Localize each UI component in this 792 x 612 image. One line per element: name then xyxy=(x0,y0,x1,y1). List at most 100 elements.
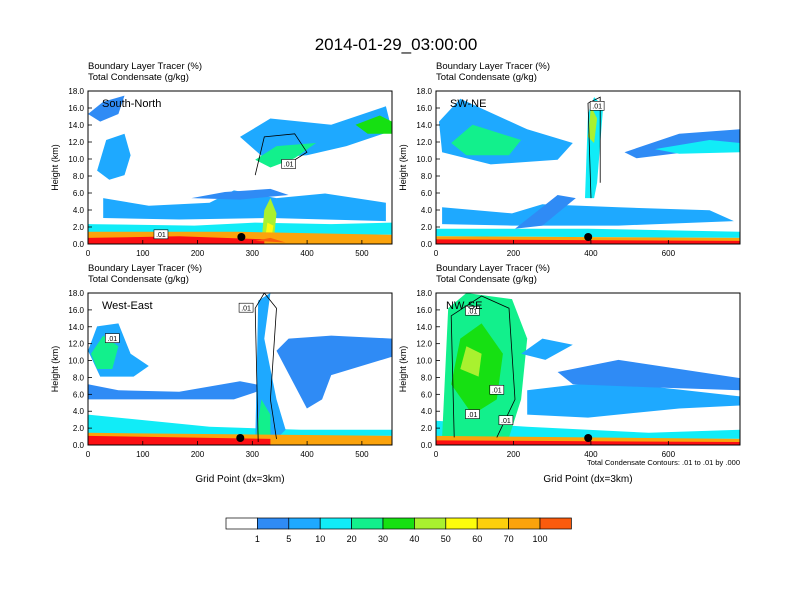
y-tick-label: 14.0 xyxy=(416,121,432,130)
colorbar-swatch xyxy=(225,517,258,530)
field-label: Boundary Layer Tracer (%) xyxy=(436,263,550,274)
y-tick-label: 10.0 xyxy=(416,357,432,366)
condensate-contour xyxy=(587,96,601,199)
shaded-region xyxy=(103,190,386,222)
shaded-region xyxy=(527,381,740,418)
shaded-region xyxy=(88,95,125,122)
field-shading: .01 .01 .01 .01 xyxy=(436,293,740,445)
y-tick-label: 4.0 xyxy=(421,206,433,215)
colorbar-swatch xyxy=(382,517,415,530)
shaded-region xyxy=(521,338,573,360)
colorbar: 1 5 10 20 30 40 50 60 70 100 xyxy=(225,517,572,544)
contour-label-box xyxy=(153,229,169,240)
shaded-region xyxy=(436,420,740,439)
field-label: Boundary Layer Tracer (%) xyxy=(436,61,550,72)
x-tick-label: 300 xyxy=(246,249,260,258)
plot-frame xyxy=(87,292,393,446)
panel-nw-se: Boundary Layer Tracer (%)Total Condensat… xyxy=(398,263,741,485)
shaded-region xyxy=(654,140,740,154)
colorbar-label: 1 xyxy=(255,534,260,544)
field-label: Boundary Layer Tracer (%) xyxy=(88,263,202,274)
x-tick-label: 400 xyxy=(300,450,314,459)
y-tick-label: 10.0 xyxy=(68,357,84,366)
x-tick-label: 0 xyxy=(434,249,439,258)
y-tick-label: 4.0 xyxy=(73,407,85,416)
y-tick-label: 10.0 xyxy=(68,155,84,164)
y-axis-title: Height (km) xyxy=(398,144,408,191)
shaded-region xyxy=(436,440,740,445)
shaded-region xyxy=(191,188,289,200)
figure-title: 2014-01-29_03:00:00 xyxy=(315,35,478,54)
contour-label: .01 xyxy=(592,104,602,111)
colorbar-swatch xyxy=(445,517,478,530)
shaded-region xyxy=(240,106,392,159)
x-tick-label: 500 xyxy=(355,249,369,258)
colorbar-swatch xyxy=(351,517,384,530)
colorbar-swatch xyxy=(508,517,541,530)
x-tick-label: 0 xyxy=(86,450,91,459)
y-tick-label: 2.0 xyxy=(73,424,85,433)
y-tick-label: 18.0 xyxy=(68,289,84,298)
shaded-region xyxy=(255,399,271,445)
contour-label: .01 xyxy=(107,336,117,343)
contour-label: .01 xyxy=(284,162,294,169)
colorbar-label: 40 xyxy=(409,534,419,544)
y-axis-title: Height (km) xyxy=(50,346,60,393)
contour-label: .01 xyxy=(468,412,478,419)
cross-section-label: West-East xyxy=(102,300,153,312)
x-tick-label: 200 xyxy=(507,249,521,258)
x-tick-label: 400 xyxy=(584,450,598,459)
location-marker xyxy=(584,434,593,442)
plot-frame xyxy=(435,90,741,245)
colorbar-label: 10 xyxy=(315,534,325,544)
colorbar-label: 100 xyxy=(532,534,547,544)
shaded-region xyxy=(88,236,265,244)
shaded-region xyxy=(255,143,316,168)
y-axis-title: Height (km) xyxy=(398,346,408,393)
field-label: Boundary Layer Tracer (%) xyxy=(88,61,202,72)
colorbar-swatch xyxy=(476,517,509,530)
y-tick-label: 12.0 xyxy=(416,340,432,349)
colorbar-label: 20 xyxy=(347,534,357,544)
contour-label-box xyxy=(498,415,514,425)
y-tick-label: 14.0 xyxy=(68,323,84,332)
y-tick-label: 4.0 xyxy=(421,407,433,416)
shaded-region xyxy=(88,414,392,436)
plot-frame xyxy=(435,292,741,446)
y-tick-label: 6.0 xyxy=(421,189,433,198)
y-tick-label: 12.0 xyxy=(416,138,432,147)
colorbar-label: 5 xyxy=(286,534,291,544)
contour-label: .01 xyxy=(492,388,502,395)
shaded-region xyxy=(557,359,740,391)
contour-label-box xyxy=(465,409,480,419)
y-tick-label: 16.0 xyxy=(416,104,432,113)
shaded-region xyxy=(588,106,598,143)
panel-sw-ne: Boundary Layer Tracer (%)Total Condensat… xyxy=(398,61,741,258)
y-tick-label: 18.0 xyxy=(68,87,84,96)
y-tick-label: 18.0 xyxy=(416,289,432,298)
y-tick-label: 4.0 xyxy=(73,206,85,215)
y-tick-label: 8.0 xyxy=(421,373,433,382)
field-shading: .01 xyxy=(436,96,740,244)
field-label: Total Condensate (g/kg) xyxy=(88,274,189,285)
colorbar-label: 60 xyxy=(472,534,482,544)
shaded-region xyxy=(91,335,119,369)
cross-section-label: NW-SE xyxy=(446,300,482,312)
shaded-region xyxy=(355,115,392,134)
contour-label-box xyxy=(105,333,120,343)
shaded-region xyxy=(276,335,392,409)
field-label: Total Condensate (g/kg) xyxy=(436,72,537,83)
contour-label-box xyxy=(489,384,505,395)
contour-label-box xyxy=(465,305,480,316)
y-tick-label: 0.0 xyxy=(421,240,433,249)
y-tick-label: 0.0 xyxy=(421,441,433,450)
colorbar-swatch xyxy=(319,517,352,530)
y-tick-label: 0.0 xyxy=(73,441,85,450)
x-tick-label: 0 xyxy=(86,249,91,258)
plot-frame xyxy=(87,90,393,245)
field-label: Total Condensate (g/kg) xyxy=(88,72,189,83)
x-tick-label: 400 xyxy=(584,249,598,258)
shaded-region xyxy=(436,239,740,244)
x-tick-label: 300 xyxy=(246,450,260,459)
